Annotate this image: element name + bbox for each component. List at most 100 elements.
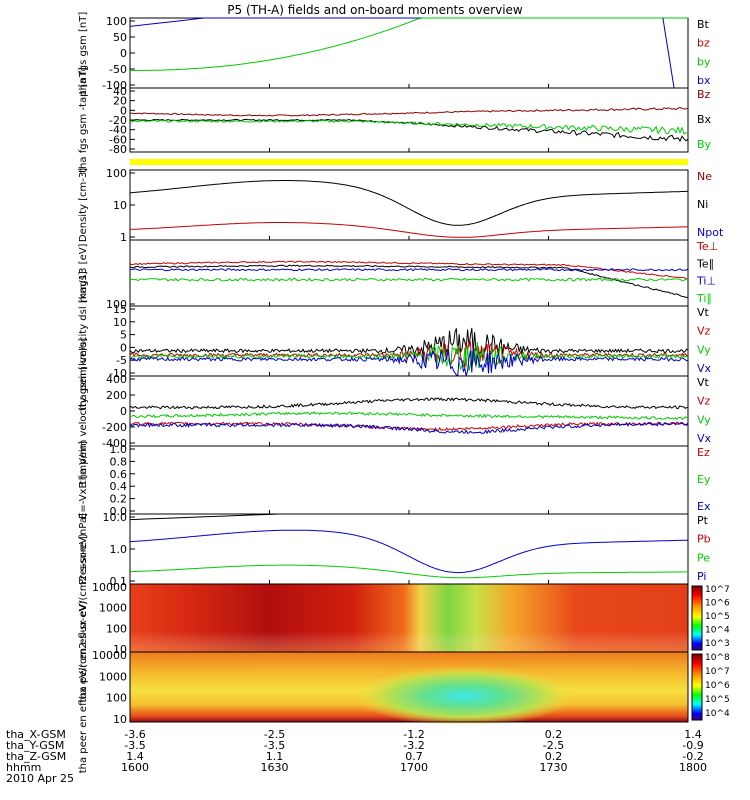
legend-by: by: [697, 55, 711, 68]
y-tick-label: 10: [113, 713, 127, 726]
legend-bx: Bx: [697, 113, 712, 126]
y-tick-label: 0.8: [110, 455, 128, 468]
ephemeris-value: 1730: [540, 761, 568, 774]
line-by: [130, 17, 688, 71]
y-tick-label: 0.1: [110, 575, 128, 588]
legend-vt: Vt: [697, 306, 710, 319]
line-ni: [129, 180, 689, 226]
ephemeris-value: -3.5: [264, 739, 285, 752]
y-tick-label: 5: [120, 329, 127, 342]
y-axis-label: tha peim velocity gsm [km/s]: [78, 338, 89, 485]
colorbar: [691, 653, 703, 721]
y-tick-label: 10.0: [103, 511, 128, 524]
y-tick-label: -20: [109, 114, 127, 127]
line-by: [129, 119, 689, 135]
legend-by: By: [697, 138, 712, 151]
y-tick-label: 40: [113, 85, 127, 98]
y-tick-label: -40: [109, 124, 127, 137]
legend-bt: Bt: [697, 18, 710, 31]
legend-bz: bz: [697, 37, 710, 50]
y-tick-label: 0: [120, 405, 127, 418]
ephemeris-label: tha_X-GSM: [6, 728, 66, 741]
electron-spectrogram-blob: [354, 666, 575, 726]
y-tick-label: 100: [106, 167, 127, 180]
ephemeris-value: 1.1: [266, 750, 284, 763]
y-tick-label: 1000: [99, 602, 127, 615]
colorbar-label: 10^8: [705, 653, 730, 663]
y-tick-label: 15: [113, 303, 127, 316]
colorbar-label: 10^6: [705, 681, 730, 691]
ephemeris-value: -3.2: [403, 739, 424, 752]
y-tick-label: 0: [120, 341, 127, 354]
y-axis-label: tha peer en eflux eV/(cm2-s-sr-eV): [78, 601, 89, 774]
colorbar-label: 10^7: [705, 667, 730, 677]
y-axis-label: tha fgs gsm -tap [nT]: [78, 67, 89, 173]
ephemeris-label: hhmm: [6, 761, 41, 774]
y-tick-label: 10000: [92, 581, 127, 594]
line-pe: [129, 564, 688, 579]
ephemeris-value: -2.5: [543, 739, 564, 752]
ephemeris-value: 1700: [400, 761, 428, 774]
y-tick-label: 10: [113, 316, 127, 329]
ephemeris-value: -1.2: [403, 728, 424, 741]
line-ne: [129, 222, 689, 238]
colorbar-label: 10^4: [705, 626, 730, 636]
colorbar-label: 10^4: [705, 709, 730, 719]
legend-vx: Vx: [697, 362, 712, 375]
legend-vy: Vy: [697, 413, 711, 426]
legend-te⊥: Te⊥: [696, 240, 718, 253]
y-tick-label: -60: [109, 133, 127, 146]
ephemeris-value: 0.7: [405, 750, 423, 763]
y-tick-label: 1: [120, 231, 127, 244]
ephemeris-value: 0.2: [545, 728, 563, 741]
y-tick-label: -80: [109, 143, 127, 156]
line-ti-par: [129, 277, 689, 282]
ephemeris-value: -3.5: [124, 739, 145, 752]
line-vt: [129, 397, 689, 410]
y-tick-label: 0.2: [110, 493, 128, 506]
y-tick-label: 0.4: [110, 480, 128, 493]
panel-frame: [129, 375, 689, 447]
legend-ex: Ex: [697, 500, 711, 513]
y-tick-label: 10: [113, 643, 127, 656]
ephemeris-value: -2.5: [264, 728, 285, 741]
ephemeris-value: 0.2: [545, 750, 563, 763]
panel-frame: [129, 239, 689, 307]
y-tick-label: -200: [102, 421, 127, 434]
line-vy: [129, 411, 689, 421]
legend-pb: Pb: [697, 533, 711, 546]
colorbar-label: 10^3: [705, 639, 730, 649]
y-tick-label: 0.0: [110, 505, 128, 518]
ephemeris-value: 1630: [261, 761, 289, 774]
figure-title: P5 (TH-A) fields and on-board moments ov…: [227, 3, 523, 17]
line-te-par: [129, 264, 689, 299]
line-te-perp: [129, 260, 689, 280]
y-tick-label: 100: [106, 692, 127, 705]
y-tick-label: 100: [106, 298, 127, 311]
y-axis-label: tha peir en eflux eV/(cm2-s-sr-eV): [78, 533, 89, 702]
colorbar-label: 10^5: [705, 695, 730, 705]
legend-bz: Bz: [697, 88, 711, 101]
line-vz: [129, 340, 689, 369]
y-tick-label: 100: [106, 622, 127, 635]
ion-spectrogram-shade: [130, 584, 688, 652]
legend-ti∥: Ti∥: [696, 292, 712, 305]
legend-te∥: Te∥: [696, 257, 714, 270]
y-tick-label: 1.0: [110, 443, 128, 456]
ephemeris-value: 1.4: [126, 750, 144, 763]
colorbar: [691, 585, 703, 651]
legend-vz: Vz: [697, 395, 711, 408]
y-axis-label: tha fgs gsm [nT]: [78, 12, 89, 95]
y-tick-label: -100: [102, 79, 127, 92]
colorbar-label: 10^7: [705, 585, 730, 595]
legend-pt: Pt: [697, 514, 709, 527]
ephemeris-label: tha_Y-GSM: [6, 739, 64, 752]
line-vt: [129, 327, 689, 360]
y-tick-label: -10: [109, 367, 127, 380]
line-ti-perp: [129, 268, 689, 272]
ephemeris-value: 1600: [121, 761, 149, 774]
line-vx: [129, 347, 689, 377]
line-vx: [129, 421, 689, 435]
